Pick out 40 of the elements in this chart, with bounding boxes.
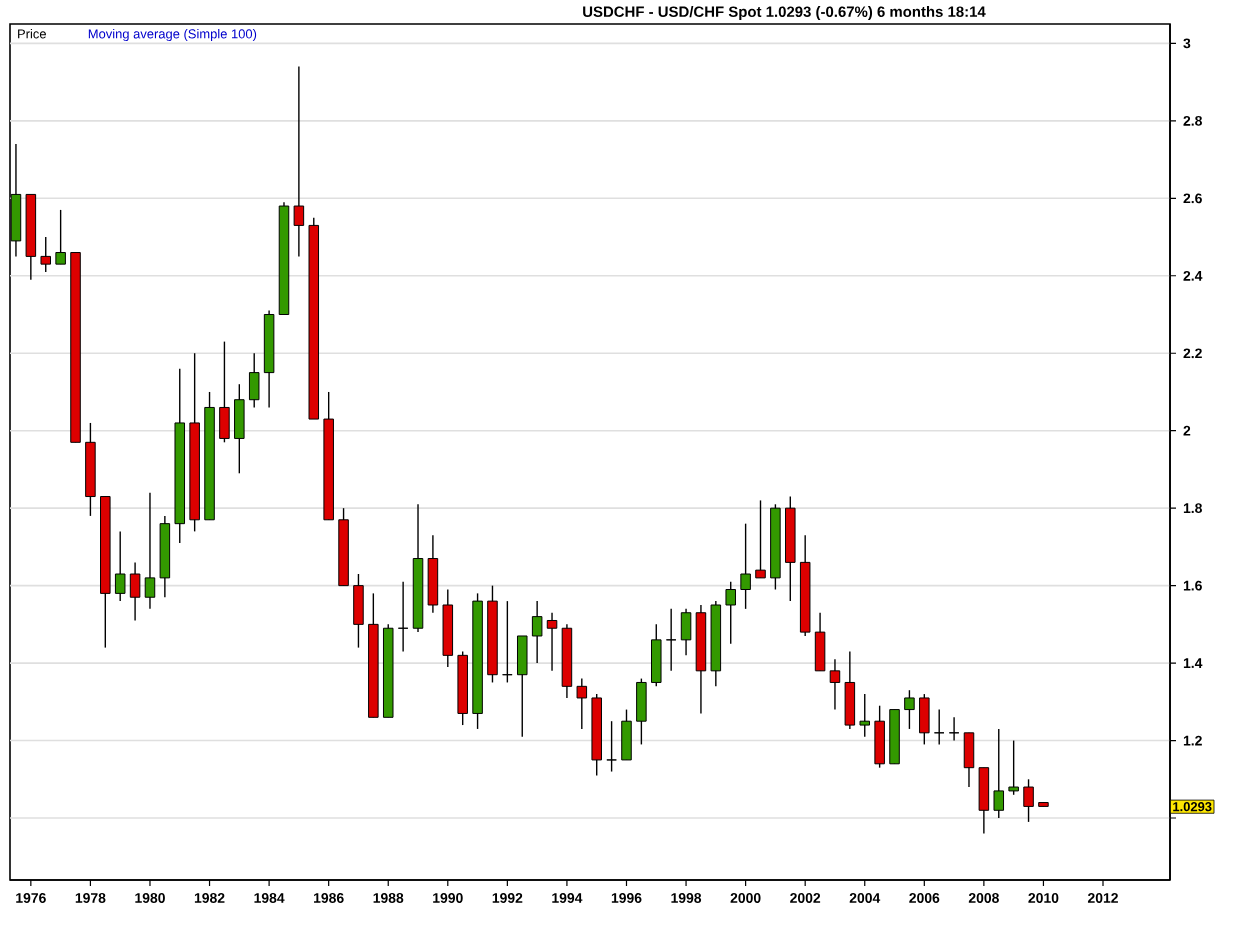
candlestick <box>1023 778 1034 823</box>
candlestick <box>546 612 558 672</box>
candlestick <box>740 522 751 610</box>
candlestick <box>963 732 975 788</box>
candlestick <box>502 600 513 684</box>
candlestick <box>919 693 930 746</box>
candlestick <box>234 383 245 474</box>
candlestick <box>114 530 126 602</box>
candlestick <box>1008 739 1019 796</box>
candlestick <box>636 677 647 746</box>
candlestick <box>129 561 141 622</box>
candlestick <box>829 658 841 711</box>
candlestick <box>248 352 260 409</box>
candlestick <box>978 766 990 835</box>
candlestick <box>844 650 856 730</box>
candlestick <box>725 581 736 645</box>
candlestick <box>144 491 156 610</box>
candlestick <box>621 708 632 761</box>
candlestick <box>755 499 766 579</box>
candlestick <box>55 209 66 265</box>
candlestick <box>397 581 409 653</box>
candlestick <box>874 705 885 769</box>
candlestick <box>576 677 588 730</box>
candlestick <box>904 689 915 730</box>
candlestick <box>531 600 543 664</box>
candlestick <box>814 612 826 672</box>
candlestick <box>427 534 439 614</box>
candlestick <box>293 65 305 258</box>
candlestick <box>219 340 230 444</box>
candlestick <box>859 693 871 738</box>
candlestick <box>948 716 960 742</box>
candlestick <box>516 635 528 738</box>
candlestick <box>606 720 617 773</box>
candlestick <box>40 236 51 273</box>
candlestick <box>680 608 692 657</box>
candlestick <box>651 623 662 688</box>
candlestick <box>665 608 677 672</box>
candlestick <box>353 573 364 649</box>
candlestick <box>993 728 1005 819</box>
candlestick <box>933 708 945 746</box>
